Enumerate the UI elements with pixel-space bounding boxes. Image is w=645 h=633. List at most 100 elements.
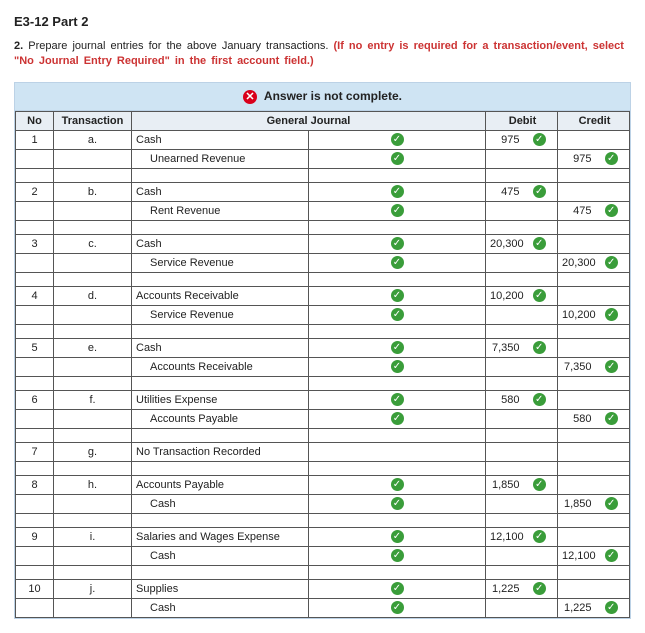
cell-credit[interactable]: [558, 442, 594, 461]
cell-credit-check: [594, 475, 630, 494]
cell-debit-check: ✓: [522, 338, 558, 357]
cell-credit[interactable]: [558, 475, 594, 494]
cell-account[interactable]: Cash: [132, 338, 309, 357]
cell-debit[interactable]: [486, 253, 522, 272]
cell-credit[interactable]: 975: [558, 149, 594, 168]
cell-no: [16, 598, 54, 617]
cell-credit[interactable]: 12,100: [558, 546, 594, 565]
cell-debit[interactable]: 10,200: [486, 286, 522, 305]
cell-credit[interactable]: [558, 338, 594, 357]
check-icon: ✓: [391, 549, 404, 562]
check-icon: ✓: [533, 478, 546, 491]
cell-debit[interactable]: [486, 357, 522, 376]
cell-row-check: ✓: [309, 494, 486, 513]
cell-account[interactable]: No Transaction Recorded: [132, 442, 309, 461]
cell-credit-check: [594, 579, 630, 598]
cell-credit[interactable]: 475: [558, 201, 594, 220]
cell-debit-check: [522, 305, 558, 324]
cell-txn: a.: [54, 130, 132, 149]
cell-credit[interactable]: [558, 130, 594, 149]
cell-debit[interactable]: 475: [486, 182, 522, 201]
cell-account[interactable]: Service Revenue: [132, 253, 309, 272]
cell-credit[interactable]: [558, 182, 594, 201]
cell-credit[interactable]: 20,300: [558, 253, 594, 272]
cell-debit[interactable]: [486, 305, 522, 324]
cell-debit[interactable]: [486, 494, 522, 513]
check-icon: ✓: [391, 256, 404, 269]
cell-debit[interactable]: 580: [486, 390, 522, 409]
spacer-cell: [558, 324, 594, 338]
cell-debit[interactable]: [486, 442, 522, 461]
journal-row: Cash✓1,850✓: [16, 494, 630, 513]
spacer-row: [16, 565, 630, 579]
spacer-cell: [522, 565, 558, 579]
cell-debit[interactable]: [486, 546, 522, 565]
cell-credit[interactable]: [558, 527, 594, 546]
cell-credit[interactable]: 1,225: [558, 598, 594, 617]
cell-account[interactable]: Cash: [132, 546, 309, 565]
cell-account[interactable]: Accounts Payable: [132, 475, 309, 494]
spacer-cell: [309, 324, 486, 338]
spacer-cell: [54, 376, 132, 390]
spacer-cell: [16, 168, 54, 182]
check-icon: ✓: [533, 582, 546, 595]
cell-account[interactable]: Service Revenue: [132, 305, 309, 324]
journal-row: Service Revenue✓10,200✓: [16, 305, 630, 324]
cell-credit[interactable]: 10,200: [558, 305, 594, 324]
cell-account[interactable]: Rent Revenue: [132, 201, 309, 220]
spacer-cell: [132, 565, 309, 579]
cell-credit[interactable]: [558, 390, 594, 409]
cell-debit[interactable]: [486, 149, 522, 168]
check-icon: ✓: [391, 478, 404, 491]
journal-row: Unearned Revenue✓975✓: [16, 149, 630, 168]
cell-credit-check: ✓: [594, 598, 630, 617]
cell-account[interactable]: Cash: [132, 234, 309, 253]
spacer-row: [16, 428, 630, 442]
col-header-txn: Transaction: [54, 111, 132, 130]
journal-row: 9i.Salaries and Wages Expense✓12,100✓: [16, 527, 630, 546]
cell-account[interactable]: Salaries and Wages Expense: [132, 527, 309, 546]
cell-account[interactable]: Utilities Expense: [132, 390, 309, 409]
cell-account[interactable]: Cash: [132, 182, 309, 201]
cell-debit-check: [522, 546, 558, 565]
check-icon: ✓: [391, 133, 404, 146]
cell-account[interactable]: Cash: [132, 598, 309, 617]
cell-credit[interactable]: [558, 579, 594, 598]
cell-credit[interactable]: 1,850: [558, 494, 594, 513]
cell-no: 5: [16, 338, 54, 357]
cell-debit-check: ✓: [522, 390, 558, 409]
journal-row: 2b.Cash✓475✓: [16, 182, 630, 201]
cell-debit[interactable]: 1,850: [486, 475, 522, 494]
cell-debit[interactable]: 1,225: [486, 579, 522, 598]
cell-debit-check: [522, 201, 558, 220]
cell-account[interactable]: Accounts Receivable: [132, 357, 309, 376]
check-icon: ✓: [605, 308, 618, 321]
cell-debit[interactable]: 975: [486, 130, 522, 149]
spacer-cell: [54, 220, 132, 234]
cell-debit[interactable]: 12,100: [486, 527, 522, 546]
spacer-cell: [16, 461, 54, 475]
cell-account[interactable]: Cash: [132, 130, 309, 149]
cell-debit[interactable]: 20,300: [486, 234, 522, 253]
cell-credit[interactable]: 7,350: [558, 357, 594, 376]
spacer-cell: [309, 461, 486, 475]
cell-account[interactable]: Accounts Payable: [132, 409, 309, 428]
cell-txn: [54, 201, 132, 220]
cell-credit[interactable]: [558, 286, 594, 305]
cell-txn: b.: [54, 182, 132, 201]
cell-debit[interactable]: [486, 598, 522, 617]
cell-debit[interactable]: 7,350: [486, 338, 522, 357]
cell-account[interactable]: Supplies: [132, 579, 309, 598]
cell-account[interactable]: Cash: [132, 494, 309, 513]
cell-credit[interactable]: 580: [558, 409, 594, 428]
spacer-cell: [486, 168, 522, 182]
cell-account[interactable]: Unearned Revenue: [132, 149, 309, 168]
spacer-cell: [132, 272, 309, 286]
cell-account[interactable]: Accounts Receivable: [132, 286, 309, 305]
cell-debit-check: ✓: [522, 234, 558, 253]
cell-no: 9: [16, 527, 54, 546]
cell-debit[interactable]: [486, 201, 522, 220]
cell-credit[interactable]: [558, 234, 594, 253]
cell-debit[interactable]: [486, 409, 522, 428]
journal-row: Cash✓1,225✓: [16, 598, 630, 617]
